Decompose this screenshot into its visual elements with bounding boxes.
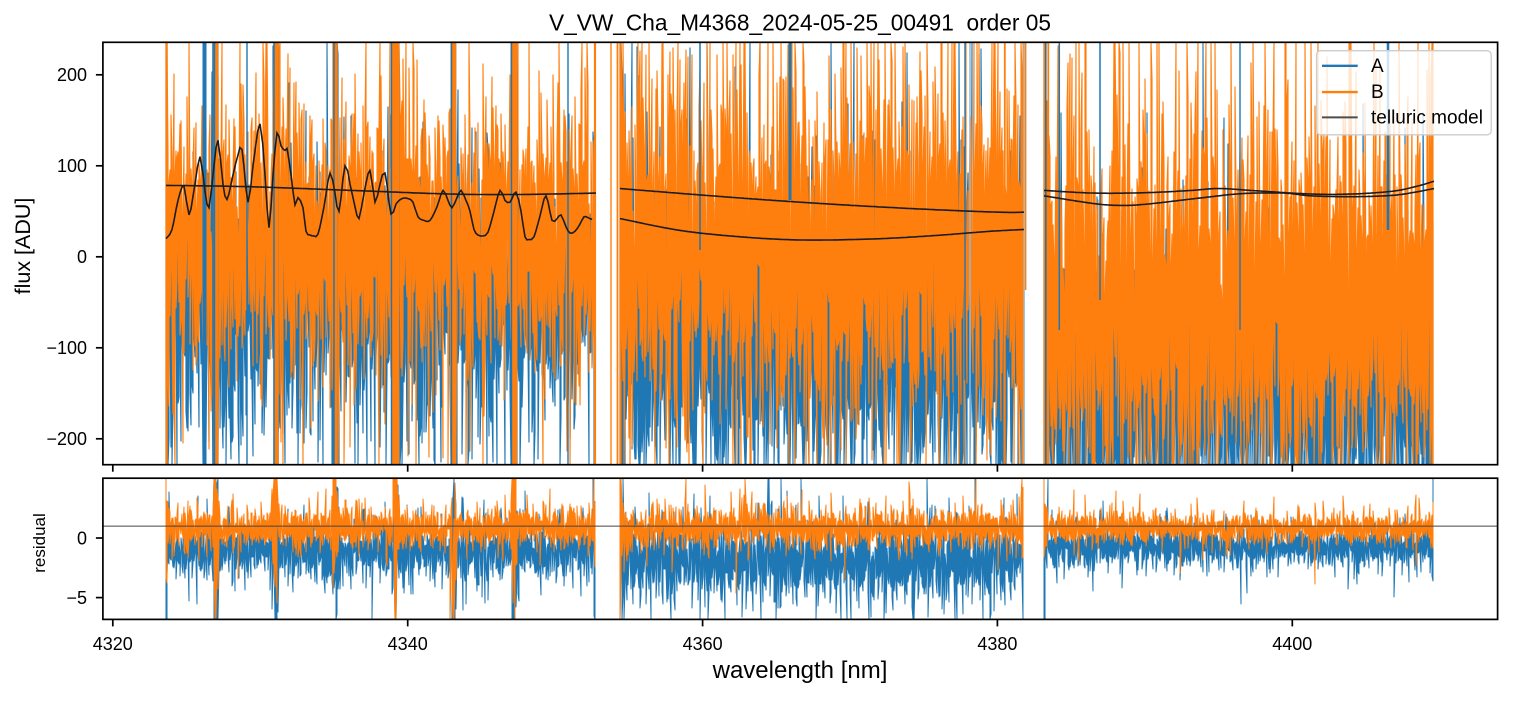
svg-text:residual: residual: [30, 513, 49, 573]
svg-text:200: 200: [57, 65, 87, 85]
svg-text:V_VW_Cha_M4368_2024-05-25_0049: V_VW_Cha_M4368_2024-05-25_00491 order 05: [549, 10, 1051, 36]
svg-text:4320: 4320: [93, 634, 133, 654]
svg-text:0: 0: [77, 247, 87, 267]
svg-text:telluric model: telluric model: [1371, 107, 1483, 128]
svg-text:−200: −200: [46, 429, 87, 449]
svg-text:100: 100: [57, 156, 87, 176]
svg-text:A: A: [1371, 56, 1384, 77]
svg-text:−5: −5: [66, 588, 87, 608]
svg-text:0: 0: [77, 528, 87, 548]
svg-text:4400: 4400: [1272, 634, 1312, 654]
svg-text:4360: 4360: [683, 634, 723, 654]
svg-text:flux [ADU]: flux [ADU]: [11, 198, 35, 295]
svg-text:4380: 4380: [977, 634, 1017, 654]
svg-text:−100: −100: [46, 338, 87, 358]
svg-text:B: B: [1371, 82, 1384, 103]
svg-text:wavelength [nm]: wavelength [nm]: [712, 657, 888, 684]
svg-text:4340: 4340: [388, 634, 428, 654]
